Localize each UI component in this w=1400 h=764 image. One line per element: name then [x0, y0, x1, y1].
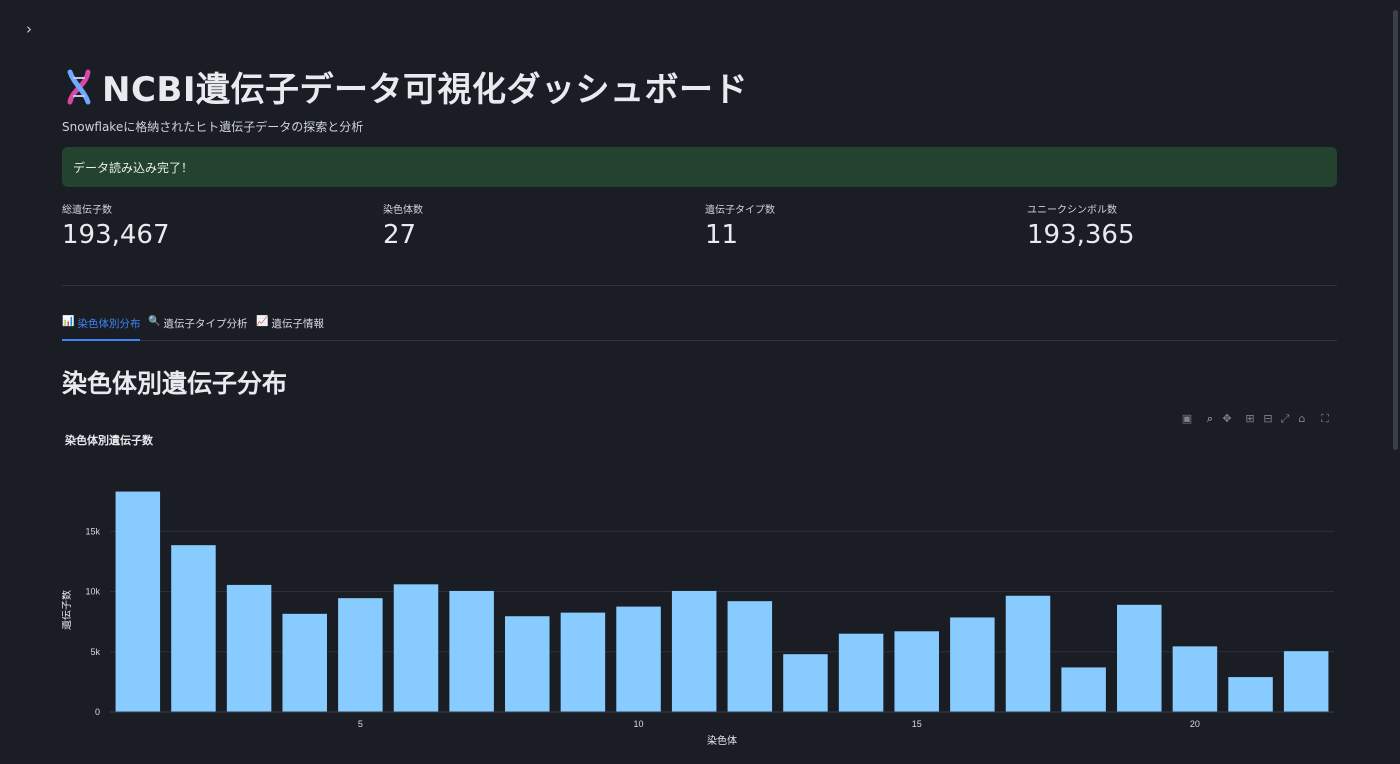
metric-label: 染色体数 — [383, 205, 423, 216]
bar — [505, 616, 550, 712]
metric-label: 総遺伝子数 — [62, 205, 112, 216]
autoscale-icon[interactable]: ⤢ — [1280, 412, 1290, 425]
bar-chart-icon: 📊 — [62, 316, 75, 327]
bar — [171, 545, 216, 712]
x-tick-label: 20 — [1190, 719, 1200, 729]
metric-label: ユニークシンボル数 — [1027, 205, 1117, 216]
bar — [950, 617, 995, 712]
bar — [282, 613, 327, 712]
x-tick-label: 5 — [358, 719, 363, 729]
bar — [1228, 677, 1273, 712]
bar — [727, 601, 773, 712]
tab-gene-info[interactable]: 📈 遺伝子情報 — [256, 316, 324, 339]
bar — [1283, 651, 1329, 712]
y-tick-label: 0 — [95, 707, 100, 717]
tab-gene-type-analysis[interactable]: 🔍 遺伝子タイプ分析 — [148, 316, 247, 339]
fullscreen-icon[interactable]: ⛶ — [1321, 412, 1329, 425]
metric-value: 193,365 — [1027, 220, 1135, 250]
tab-label: 遺伝子タイプ分析 — [163, 318, 248, 330]
metric-unique-symbols: ユニークシンボル数 193,365 — [1027, 201, 1327, 250]
y-axis-title: 遺伝子数 — [62, 590, 73, 630]
bar — [226, 584, 272, 712]
scrollbar-thumb[interactable] — [1393, 10, 1398, 450]
camera-icon[interactable]: ▣ — [1181, 412, 1193, 425]
trend-chart-icon: 📈 — [256, 316, 269, 327]
alert-text: データ読み込み完了！ — [73, 161, 194, 175]
bar — [894, 631, 939, 712]
scrollbar[interactable] — [1390, 0, 1400, 764]
sidebar-expand-icon[interactable]: › — [26, 20, 32, 38]
chart-title: 染色体別遺伝子数 — [65, 434, 153, 447]
tab-bar: 📊 染色体別分布 🔍 遺伝子タイプ分析 📈 遺伝子情報 — [62, 316, 1337, 341]
tab-chromosome-distribution[interactable]: 📊 染色体別分布 — [62, 316, 141, 341]
bar — [115, 491, 161, 712]
divider — [62, 285, 1337, 286]
metric-chromosomes: 染色体数 27 — [383, 201, 683, 250]
magnifier-icon: 🔍 — [148, 316, 161, 327]
bar — [838, 633, 884, 712]
page-header: NCBI遺伝子データ可視化ダッシュボード — [62, 62, 748, 111]
x-tick-label: 10 — [634, 719, 644, 729]
metric-label: 遺伝子タイプ数 — [705, 205, 775, 216]
y-tick-label: 10k — [85, 587, 100, 597]
metric-gene-types: 遺伝子タイプ数 11 — [705, 201, 1005, 250]
zoom-icon[interactable]: ⌕ — [1206, 412, 1214, 425]
tab-label: 遺伝子情報 — [271, 318, 324, 330]
home-icon[interactable]: ⌂ — [1298, 412, 1306, 425]
x-tick-label: 15 — [912, 719, 922, 729]
bar — [671, 590, 717, 712]
bar — [783, 654, 828, 712]
bar — [449, 590, 494, 712]
bar — [1061, 667, 1106, 712]
zoom-in-icon[interactable]: ⊞ — [1245, 412, 1255, 425]
section-title: 染色体別遺伝子分布 — [62, 369, 288, 398]
y-tick-label: 15k — [85, 526, 100, 536]
success-alert: データ読み込み完了！ — [62, 147, 1337, 187]
metric-total-genes: 総遺伝子数 193,467 — [62, 201, 362, 250]
y-tick-label: 5k — [90, 647, 100, 657]
bar — [338, 598, 383, 712]
metric-value: 27 — [383, 220, 417, 250]
x-axis-title: 染色体 — [707, 734, 737, 747]
bar-chart: 0 5k 10k 15k 5 10 15 20 染色体 遺伝子数 — [62, 491, 1334, 747]
bar — [616, 606, 661, 712]
bar — [393, 584, 439, 712]
metric-value: 11 — [705, 220, 739, 250]
page-subtitle: Snowflakeに格納されたヒト遺伝子データの探索と分析 — [62, 120, 364, 134]
page-title: NCBI遺伝子データ可視化ダッシュボード — [102, 70, 748, 110]
bar — [1117, 604, 1162, 712]
tab-label: 染色体別分布 — [77, 318, 141, 330]
bar — [1172, 646, 1218, 712]
dna-icon — [67, 69, 91, 104]
bar — [1005, 595, 1051, 712]
bar — [560, 612, 606, 712]
metric-value: 193,467 — [62, 220, 170, 250]
zoom-out-icon[interactable]: ⊟ — [1263, 412, 1273, 425]
pan-icon[interactable]: ✥ — [1222, 412, 1232, 425]
